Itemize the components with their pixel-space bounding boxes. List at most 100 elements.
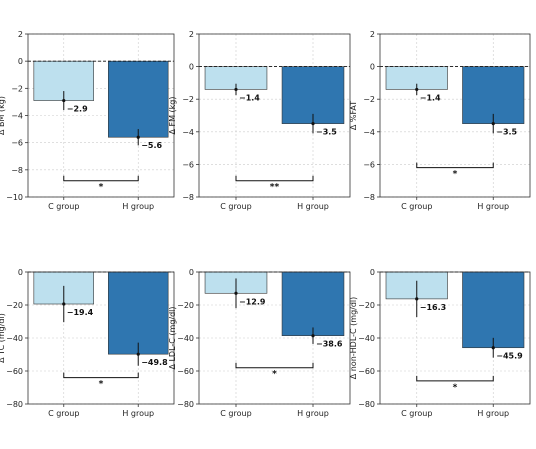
y-axis-label: Δ BM (kg) [0, 96, 6, 135]
y-tick-label: −60 [6, 367, 23, 376]
x-tick-label: C group [48, 202, 79, 211]
y-tick-label: −8 [363, 193, 375, 202]
x-tick-label: H group [477, 202, 509, 211]
x-tick-label: C group [401, 202, 432, 211]
y-axis-label: Δ %FAT [349, 101, 358, 130]
y-tick-label: −6 [363, 160, 375, 169]
y-tick-label: −20 [6, 301, 23, 310]
significance-bracket [416, 375, 494, 382]
x-tick-label: H group [297, 409, 329, 418]
chart-panel-4: −19.4 −49.8 * 0 −20 −40 −60 −80 C group H group Δ … [0, 268, 175, 418]
y-tick-label: −20 [358, 301, 375, 310]
significance-label: ** [270, 183, 280, 193]
y-tick-label: 2 [18, 30, 23, 39]
mean-point [234, 291, 238, 295]
y-tick-label: −40 [6, 334, 23, 343]
bar-h-group [281, 271, 345, 336]
y-tick-label: −60 [177, 367, 194, 376]
significance-label: * [453, 170, 458, 180]
y-tick-label: 2 [370, 30, 375, 39]
data-label: −2.9 [67, 105, 88, 114]
y-tick-label: −4 [182, 128, 194, 137]
chart-panel-3: −1.4 −3.5 * 2 0 −2 −4 −6 −8 C group H group Δ %FAT [349, 30, 531, 211]
significance-label: * [99, 380, 104, 390]
mean-point [415, 87, 419, 92]
y-tick-label: −40 [358, 334, 375, 343]
significance-label: * [99, 183, 104, 193]
x-tick-label: H group [122, 202, 154, 211]
mean-point [491, 346, 495, 350]
chart-panel-2: −1.4 −3.5 ** 2 0 −2 −4 −6 −8 C group H group Δ FM (… [168, 30, 351, 211]
y-tick-label: −40 [177, 334, 194, 343]
y-tick-label: −80 [358, 400, 375, 409]
significance-bracket [235, 362, 314, 369]
data-label: −12.9 [239, 297, 266, 306]
x-tick-label: C group [220, 202, 251, 211]
x-tick-label: H group [297, 202, 329, 211]
mean-point [136, 135, 140, 139]
y-axis-label: Δ TC (mg/dl) [0, 313, 6, 363]
x-tick-label: H group [477, 409, 509, 418]
x-tick-label: C group [220, 409, 251, 418]
significance-label: * [453, 383, 458, 393]
y-axis-label: Δ non-HDL-C (mg/dl) [349, 297, 358, 380]
data-label: −49.8 [141, 358, 168, 367]
y-tick-label: −2 [11, 84, 23, 93]
y-tick-label: 0 [18, 268, 23, 277]
data-label: −38.6 [316, 340, 343, 349]
y-tick-label: −60 [358, 367, 375, 376]
y-tick-label: −2 [182, 95, 194, 104]
y-tick-label: 2 [189, 30, 194, 39]
y-axis-label: Δ FM (kg) [168, 96, 177, 134]
data-label: −45.9 [496, 352, 523, 361]
bar-h-group [108, 60, 169, 138]
x-tick-label: C group [401, 409, 432, 418]
data-label: −5.6 [141, 141, 162, 150]
significance-bracket [63, 372, 139, 379]
data-label: −16.3 [420, 303, 446, 312]
y-tick-label: 0 [370, 63, 375, 72]
x-tick-label: H group [122, 409, 154, 418]
mean-point [62, 302, 66, 306]
mean-point [234, 87, 238, 92]
y-axis-label: Δ LDL-C (mg/dl) [168, 306, 177, 369]
data-label: −1.4 [239, 93, 260, 102]
y-tick-label: −8 [11, 166, 23, 175]
y-tick-label: 0 [370, 268, 375, 277]
significance-label: * [272, 370, 277, 380]
chart-panel-5: −12.9 −38.6 * 0 −20 −40 −60 −80 C group H group Δ … [168, 268, 351, 418]
y-tick-label: 0 [18, 57, 23, 66]
y-tick-label: −80 [6, 400, 23, 409]
mean-point [311, 334, 315, 338]
x-tick-label: C group [48, 409, 79, 418]
plot-frame [379, 33, 531, 198]
data-label: −1.4 [420, 93, 441, 102]
y-tick-label: −8 [182, 193, 194, 202]
y-tick-label: −2 [363, 95, 375, 104]
mean-point [62, 98, 66, 103]
y-tick-label: −10 [6, 193, 23, 202]
chart-panel-1: −2.9 −5.6 * 2 0 −2 −4 −6 −8 −10 C group H group Δ BM… [0, 30, 175, 211]
y-tick-label: −20 [177, 301, 194, 310]
y-tick-label: −4 [11, 112, 23, 121]
y-tick-label: −6 [11, 139, 23, 148]
significance-bracket [416, 162, 494, 169]
significance-bracket [235, 175, 314, 182]
mean-point [415, 297, 419, 301]
y-tick-label: 0 [189, 268, 194, 277]
mean-point [311, 122, 315, 126]
data-label: −19.4 [67, 308, 94, 317]
bar-h-group [462, 271, 525, 349]
data-label: −3.5 [316, 128, 337, 137]
y-tick-label: −6 [182, 160, 194, 169]
y-tick-label: 0 [189, 63, 194, 72]
chart-panel-6: −16.3 −45.9 * 0 −20 −40 −60 −80 C group H group Δ … [349, 268, 531, 418]
mean-point [136, 352, 140, 356]
y-tick-label: −80 [177, 400, 194, 409]
data-label: −3.5 [496, 128, 517, 137]
mean-point [491, 122, 495, 126]
y-tick-label: −4 [363, 128, 375, 137]
significance-bracket [63, 175, 139, 182]
